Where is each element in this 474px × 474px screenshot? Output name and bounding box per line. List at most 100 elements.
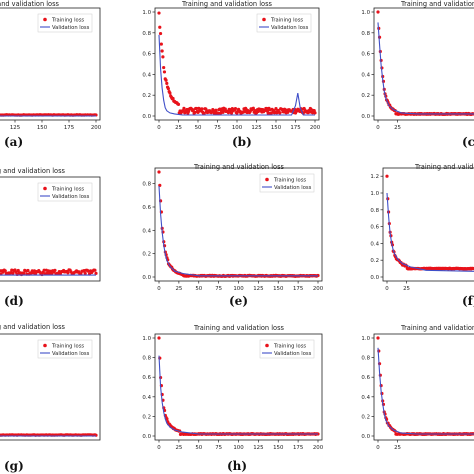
training-point bbox=[187, 109, 191, 113]
training-point bbox=[83, 271, 87, 275]
chart-panel-d: Training and validation loss Training los… bbox=[0, 167, 101, 282]
validation-line bbox=[158, 355, 318, 435]
validation-line bbox=[158, 34, 315, 116]
x-tick-label: 0 bbox=[376, 125, 380, 131]
training-point bbox=[202, 111, 206, 115]
legend-training-marker bbox=[262, 17, 266, 22]
training-point bbox=[223, 107, 227, 111]
training-point bbox=[162, 70, 167, 74]
training-point bbox=[376, 336, 380, 340]
training-point bbox=[165, 417, 169, 421]
plot-frame bbox=[373, 7, 474, 121]
y-tick-label: 1.0 bbox=[370, 191, 379, 197]
training-point bbox=[171, 96, 175, 101]
legend-validation-label: Validation loss bbox=[274, 185, 312, 191]
training-point bbox=[157, 336, 161, 340]
chart-title: Training and validation loss bbox=[181, 0, 272, 8]
chart-title: Training and validation loss bbox=[0, 323, 66, 331]
training-point bbox=[160, 49, 164, 53]
chart-panel-a: Training and validation loss 125 150 175 200… bbox=[0, 0, 102, 131]
x-tick-label: 0 bbox=[385, 286, 389, 292]
x-tick-label: 125 bbox=[253, 445, 263, 451]
x-tick-label: 25 bbox=[403, 286, 410, 292]
training-point bbox=[191, 108, 195, 112]
y-tick-label: 0.0 bbox=[370, 275, 379, 281]
plot-frame bbox=[0, 176, 101, 282]
plot-area bbox=[0, 113, 98, 117]
training-point bbox=[266, 111, 270, 115]
training-point bbox=[214, 108, 218, 112]
training-point bbox=[265, 106, 269, 111]
training-point bbox=[176, 102, 181, 106]
y-tick-label: 1.0 bbox=[142, 10, 151, 16]
chart-panel-g: Training and validation loss Training los… bbox=[0, 323, 101, 441]
y-tick-label: 1.0 bbox=[361, 336, 370, 342]
x-tick-label: 175 bbox=[293, 286, 303, 292]
legend-training-marker bbox=[265, 177, 269, 182]
training-point bbox=[204, 107, 208, 111]
chart-panel-e: Training and validation loss 0.0 0.2 0.4 0.6… bbox=[142, 163, 323, 292]
x-tick-label: 150 bbox=[37, 125, 48, 131]
y-tick-label: 1.0 bbox=[361, 10, 370, 16]
x-tick-label: 175 bbox=[290, 125, 300, 131]
x-tick-label: 75 bbox=[214, 125, 221, 131]
training-point bbox=[376, 10, 380, 14]
x-tick-label: 200 bbox=[91, 125, 102, 131]
plot-area bbox=[0, 433, 98, 437]
x-tick-label: 175 bbox=[293, 445, 303, 451]
x-tick-label: 125 bbox=[10, 125, 20, 131]
training-point bbox=[26, 268, 30, 273]
panel-label-h: (h) bbox=[227, 459, 248, 473]
legend-training-label: Training loss bbox=[273, 343, 306, 349]
chart-panel-h: Training and validation loss 0.0 0.2 0.4 0.6… bbox=[142, 324, 323, 451]
y-tick-label: 0.6 bbox=[142, 205, 151, 211]
plot-area bbox=[157, 170, 320, 278]
training-point bbox=[233, 107, 238, 111]
y-tick-label: 0.4 bbox=[142, 395, 151, 401]
plot-area bbox=[376, 10, 474, 116]
x-tick-label: 200 bbox=[310, 125, 321, 131]
plot-area bbox=[376, 336, 474, 437]
training-point bbox=[66, 271, 70, 275]
x-tick-label: 0 bbox=[157, 445, 161, 451]
legend-validation-label: Validation loss bbox=[274, 351, 312, 357]
x-tick-label: 0 bbox=[157, 125, 161, 131]
chart-title: Training and validation loss bbox=[400, 0, 474, 8]
legend-box bbox=[256, 13, 312, 33]
x-tick-label: 75 bbox=[215, 445, 222, 451]
y-tick-label: 0.0 bbox=[142, 434, 151, 440]
plot-frame bbox=[373, 333, 474, 441]
legend-training-marker bbox=[265, 343, 269, 348]
y-tick-label: 0.6 bbox=[142, 52, 151, 58]
legend-training-marker bbox=[43, 186, 47, 191]
training-point bbox=[278, 111, 282, 115]
y-tick-label: 0.0 bbox=[142, 275, 151, 281]
x-tick-label: 175 bbox=[64, 125, 74, 131]
legend-training-label: Training loss bbox=[51, 343, 84, 349]
chart-panel-i: Training and validation loss 0.0 0.2 0.4 0.6… bbox=[361, 324, 474, 451]
training-point bbox=[79, 272, 83, 276]
y-tick-label: 1.0 bbox=[142, 336, 151, 342]
training-point bbox=[385, 174, 389, 178]
x-tick-label: 100 bbox=[232, 125, 243, 131]
training-point bbox=[94, 271, 98, 275]
training-point bbox=[157, 170, 161, 174]
plot-area bbox=[0, 268, 98, 277]
training-point bbox=[157, 11, 161, 15]
legend-training-label: Training loss bbox=[51, 17, 84, 23]
x-tick-label: 25 bbox=[394, 125, 401, 131]
panel-label-e: (e) bbox=[229, 294, 248, 308]
training-point bbox=[93, 268, 97, 272]
legend-box bbox=[37, 13, 93, 33]
y-tick-label: 0.8 bbox=[142, 31, 151, 37]
plot-frame bbox=[0, 333, 101, 441]
x-tick-label: 50 bbox=[195, 445, 202, 451]
legend-training-label: Training loss bbox=[51, 186, 84, 192]
chart-title: Training and validation loss bbox=[193, 324, 284, 332]
training-point bbox=[182, 106, 186, 110]
training-point bbox=[166, 86, 170, 91]
chart-panel-f: Training and validation loss 0.0 0.2 0.4 0.6… bbox=[370, 163, 474, 292]
x-tick-label: 125 bbox=[253, 286, 263, 292]
chart-panel-c: Training and validation loss 0.0 0.2 0.4 0.6… bbox=[361, 0, 474, 131]
x-tick-label: 150 bbox=[271, 125, 282, 131]
